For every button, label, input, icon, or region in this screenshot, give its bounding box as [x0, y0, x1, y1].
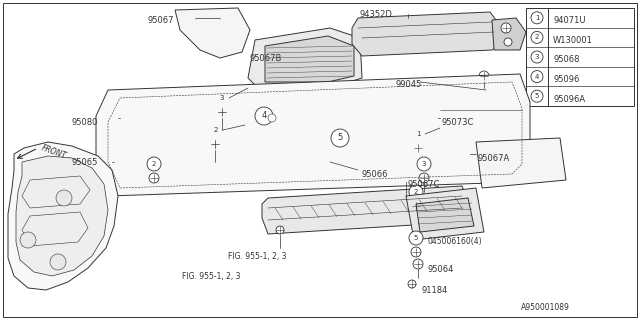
Text: 99045: 99045: [396, 80, 422, 89]
Polygon shape: [526, 8, 634, 106]
Circle shape: [268, 114, 276, 122]
Polygon shape: [265, 36, 354, 82]
Text: FRONT: FRONT: [40, 143, 67, 161]
Circle shape: [411, 247, 421, 257]
Text: FIG. 955-1, 2, 3: FIG. 955-1, 2, 3: [182, 272, 241, 281]
Circle shape: [409, 185, 423, 199]
Circle shape: [255, 107, 273, 125]
Text: 3: 3: [535, 54, 540, 60]
Polygon shape: [476, 138, 566, 188]
Circle shape: [210, 139, 220, 149]
Text: 4: 4: [535, 74, 539, 80]
Circle shape: [56, 190, 72, 206]
Text: W130001: W130001: [553, 36, 593, 45]
Circle shape: [217, 107, 227, 117]
Text: 2: 2: [152, 161, 156, 167]
Text: 95080: 95080: [72, 118, 99, 127]
Text: 95096: 95096: [553, 75, 579, 84]
Circle shape: [50, 254, 66, 270]
Circle shape: [276, 226, 284, 234]
Text: 2: 2: [414, 189, 418, 195]
Text: 94352D: 94352D: [360, 10, 393, 19]
Circle shape: [215, 91, 229, 105]
Polygon shape: [416, 198, 474, 232]
Text: 94071U: 94071U: [553, 16, 586, 25]
Text: 3: 3: [422, 161, 426, 167]
Text: 2: 2: [214, 127, 218, 133]
Text: 91184: 91184: [422, 286, 449, 295]
Text: 1: 1: [416, 131, 420, 137]
Text: 95067B: 95067B: [250, 54, 282, 63]
Text: 95065: 95065: [72, 158, 99, 167]
Polygon shape: [248, 28, 362, 92]
Circle shape: [408, 280, 416, 288]
Circle shape: [419, 173, 429, 183]
Text: 2: 2: [535, 34, 539, 40]
Circle shape: [531, 51, 543, 63]
Text: 4: 4: [261, 111, 267, 121]
Circle shape: [501, 23, 511, 33]
Polygon shape: [96, 74, 530, 196]
Text: FIG. 955-1, 2, 3: FIG. 955-1, 2, 3: [228, 252, 287, 261]
Text: 5: 5: [414, 235, 418, 241]
Circle shape: [413, 259, 423, 269]
Circle shape: [20, 232, 36, 248]
Circle shape: [413, 143, 423, 153]
Text: 95067C: 95067C: [408, 180, 440, 189]
Polygon shape: [262, 186, 468, 234]
Text: 95064: 95064: [428, 265, 454, 274]
Polygon shape: [175, 8, 250, 58]
Circle shape: [531, 31, 543, 44]
Text: 5: 5: [535, 93, 539, 99]
Text: A950001089: A950001089: [521, 303, 570, 312]
Polygon shape: [440, 96, 522, 134]
Circle shape: [149, 173, 159, 183]
Polygon shape: [8, 142, 118, 290]
Text: 3: 3: [220, 95, 224, 101]
Circle shape: [331, 129, 349, 147]
Circle shape: [479, 71, 489, 81]
Circle shape: [531, 12, 543, 24]
Circle shape: [409, 231, 423, 245]
Text: 045006160(4): 045006160(4): [428, 237, 483, 246]
Circle shape: [417, 157, 431, 171]
Text: 1: 1: [535, 15, 540, 21]
Text: 95073C: 95073C: [442, 118, 474, 127]
Text: 95067A: 95067A: [478, 154, 510, 163]
Text: 95066: 95066: [362, 170, 388, 179]
Circle shape: [411, 127, 425, 141]
Text: 95067: 95067: [148, 16, 175, 25]
Circle shape: [531, 90, 543, 102]
Polygon shape: [16, 156, 108, 276]
Polygon shape: [352, 12, 504, 56]
Text: 5: 5: [337, 133, 342, 142]
Circle shape: [531, 71, 543, 83]
Circle shape: [147, 157, 161, 171]
Circle shape: [411, 201, 421, 211]
Polygon shape: [492, 18, 526, 50]
Text: 95096A: 95096A: [553, 95, 585, 104]
Text: 95068: 95068: [553, 55, 579, 65]
Polygon shape: [406, 188, 484, 240]
Circle shape: [504, 38, 512, 46]
Circle shape: [209, 123, 223, 137]
